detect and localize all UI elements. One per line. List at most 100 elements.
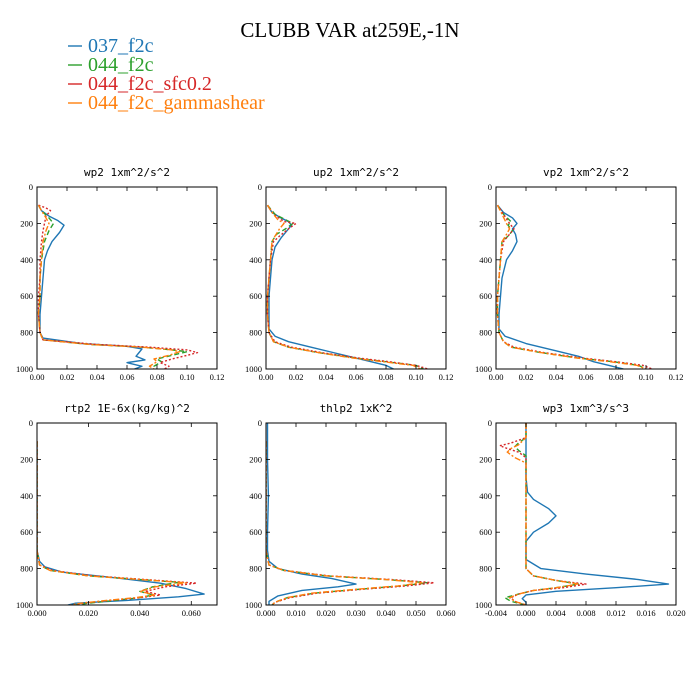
series-line-044-f2c-gammashear xyxy=(37,441,187,605)
x-tick-label: 0.020 xyxy=(316,608,335,618)
x-tick-label: 0.06 xyxy=(349,372,364,382)
x-tick-label: 0.10 xyxy=(639,372,654,382)
plot-frame xyxy=(495,186,677,370)
y-tick-label: 0 xyxy=(29,418,33,428)
series-line-044-f2c-gammashear xyxy=(496,204,647,369)
y-tick-label: 800 xyxy=(20,564,33,574)
y-tick-label: 800 xyxy=(20,328,33,338)
x-tick-label: 0.08 xyxy=(150,372,165,382)
y-tick-label: 600 xyxy=(249,291,262,301)
x-tick-label: 0.060 xyxy=(436,608,455,618)
panel-5: wp3 1xm^3/s^3 -0.004 0.000 0.004 0.008 0.012 0… xyxy=(475,402,686,618)
series-line-044-f2c-sfc0-2 xyxy=(37,204,199,369)
x-tick-label: 0.06 xyxy=(120,372,135,382)
x-tick-label: 0.030 xyxy=(346,608,365,618)
y-tick-label: 0 xyxy=(258,418,262,428)
x-tick-label: 0.010 xyxy=(286,608,305,618)
y-tick-label: 200 xyxy=(20,218,33,228)
series-line-044-f2c xyxy=(266,204,424,369)
series-line-037-f2c xyxy=(266,423,357,605)
plot-frame xyxy=(265,186,447,370)
series-line-037-f2c xyxy=(37,441,205,605)
x-tick-label: 0.02 xyxy=(519,372,534,382)
series-line-044-f2c-gammashear xyxy=(266,204,421,369)
panel-title: wp3 1xm^3/s^3 xyxy=(543,402,629,415)
y-tick-label: 1000 xyxy=(475,600,492,610)
y-tick-label: 1000 xyxy=(16,364,33,374)
y-tick-label: 0 xyxy=(29,182,33,192)
figure-title: CLUBB VAR at259E,-1N xyxy=(240,18,459,42)
x-tick-label: 0.00 xyxy=(30,372,45,382)
x-tick-label: 0.00 xyxy=(489,372,504,382)
y-tick-label: 200 xyxy=(249,218,262,228)
series-line-044-f2c xyxy=(496,204,647,369)
legend-item: 037_f2c xyxy=(68,35,154,57)
y-tick-label: 600 xyxy=(20,291,33,301)
x-tick-label: 0.08 xyxy=(609,372,624,382)
x-tick-label: 0.004 xyxy=(546,608,566,618)
series-line-044-f2c-sfc0-2 xyxy=(496,204,653,369)
y-tick-label: 0 xyxy=(488,418,492,428)
series-line-037-f2c xyxy=(496,204,624,369)
legend-item: 044_f2c_gammashear xyxy=(68,92,265,114)
y-tick-label: 200 xyxy=(479,218,492,228)
y-tick-label: 1000 xyxy=(16,600,33,610)
x-tick-label: 0.04 xyxy=(90,372,106,382)
series-line-037-f2c xyxy=(266,204,394,369)
panel-title: up2 1xm^2/s^2 xyxy=(313,166,399,179)
y-tick-label: 0 xyxy=(488,182,492,192)
x-tick-label: 0.016 xyxy=(636,608,655,618)
panel-title: vp2 1xm^2/s^2 xyxy=(543,166,629,179)
x-tick-label: 0.040 xyxy=(376,608,395,618)
panels-container: wp2 1xm^2/s^2 0.00 0.02 0.04 0.06 0.08 0.10 0.1… xyxy=(16,166,686,618)
panel-2: vp2 1xm^2/s^2 0.00 0.02 0.04 0.06 0.08 0.10 0.1… xyxy=(475,166,683,382)
x-tick-label: 0.020 xyxy=(666,608,685,618)
y-tick-label: 400 xyxy=(249,491,262,501)
x-tick-label: 0.000 xyxy=(516,608,535,618)
y-tick-label: 200 xyxy=(249,454,262,464)
series-line-044-f2c-sfc0-2 xyxy=(266,204,429,369)
panel-title: thlp2 1xK^2 xyxy=(320,402,393,415)
legend-item: 044_f2c xyxy=(68,54,154,76)
panel-title: wp2 1xm^2/s^2 xyxy=(84,166,170,179)
y-tick-label: 1000 xyxy=(245,600,262,610)
y-tick-label: 400 xyxy=(20,491,33,501)
y-tick-label: 1000 xyxy=(475,364,492,374)
series-line-044-f2c-sfc0-2 xyxy=(266,441,435,605)
y-tick-label: 600 xyxy=(249,527,262,537)
x-tick-label: 0.000 xyxy=(27,608,46,618)
y-tick-label: 200 xyxy=(479,454,492,464)
x-tick-label: 0.02 xyxy=(289,372,304,382)
x-tick-label: 0.08 xyxy=(379,372,394,382)
legend-label: 044_f2c xyxy=(88,54,154,76)
y-tick-label: 400 xyxy=(249,255,262,265)
plot-frame xyxy=(495,422,677,606)
panel-4: thlp2 1xK^2 0.000 0.010 0.020 0.030 0.040 0.05… xyxy=(245,402,456,618)
x-tick-label: 0.10 xyxy=(180,372,195,382)
x-tick-label: 0.02 xyxy=(60,372,75,382)
y-tick-label: 200 xyxy=(20,454,33,464)
x-tick-label: 0.020 xyxy=(79,608,98,618)
x-tick-label: 0.00 xyxy=(259,372,274,382)
x-tick-label: 0.060 xyxy=(182,608,201,618)
panel-1: up2 1xm^2/s^2 0.00 0.02 0.04 0.06 0.08 0.10 0.1… xyxy=(245,166,453,382)
panel-0: wp2 1xm^2/s^2 0.00 0.02 0.04 0.06 0.08 0.10 0.1… xyxy=(16,166,224,382)
series-line-044-f2c-gammashear xyxy=(506,423,580,605)
panel-title: rtp2 1E-6x(kg/kg)^2 xyxy=(64,402,190,415)
x-tick-label: 0.04 xyxy=(319,372,335,382)
legend: 037_f2c044_f2c044_f2c_sfc0.2044_f2c_gamm… xyxy=(68,35,265,114)
x-tick-label: 0.040 xyxy=(130,608,149,618)
y-tick-label: 600 xyxy=(20,527,33,537)
x-tick-label: 0.12 xyxy=(210,372,225,382)
series-line-044-f2c-gammashear xyxy=(266,441,423,605)
x-tick-label: -0.004 xyxy=(485,608,508,618)
x-tick-label: 0.04 xyxy=(549,372,565,382)
series-line-037-f2c xyxy=(37,204,146,369)
x-tick-label: 0.000 xyxy=(256,608,275,618)
y-tick-label: 400 xyxy=(20,255,33,265)
y-tick-label: 0 xyxy=(258,182,262,192)
x-tick-label: 0.008 xyxy=(576,608,595,618)
series-line-044-f2c-gammashear xyxy=(37,204,181,369)
x-tick-label: 0.12 xyxy=(669,372,684,382)
